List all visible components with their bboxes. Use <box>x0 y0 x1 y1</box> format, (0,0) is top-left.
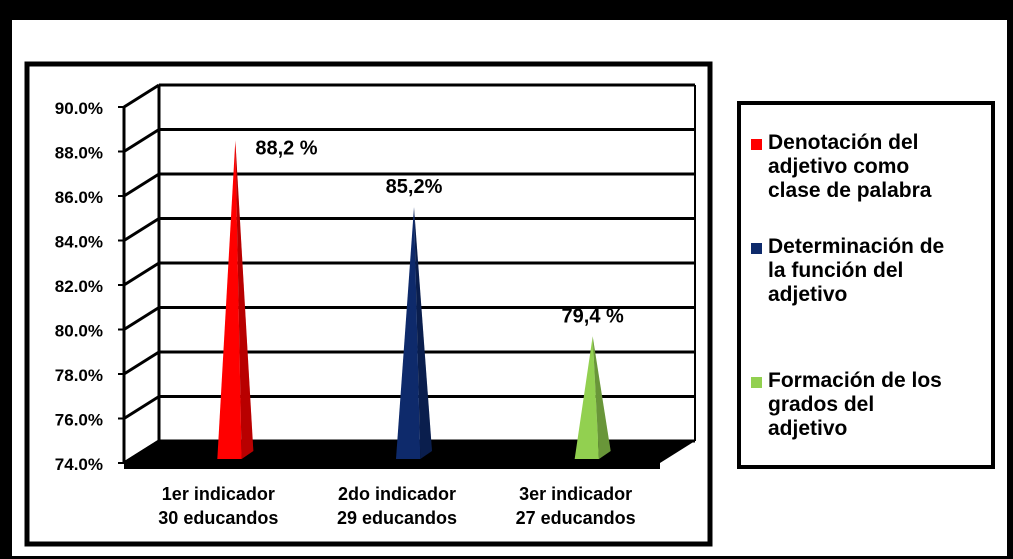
legend-swatch-red <box>751 139 762 150</box>
legend-item-denotacion: Denotación del adjetivo como clase de pa… <box>751 131 998 203</box>
x-tick-label: 29 educandos <box>337 508 457 528</box>
cone-bar-front <box>574 336 599 459</box>
legend: Denotación del adjetivo como clase de pa… <box>737 101 995 469</box>
legend-label: Denotación del adjetivo como clase de pa… <box>768 131 932 202</box>
cone-bar-side <box>592 336 611 459</box>
floor-front <box>124 463 660 469</box>
cone-bar-side <box>235 140 254 459</box>
data-label: 79,4 % <box>562 305 624 327</box>
side-gridline <box>123 83 160 109</box>
side-gridline <box>123 306 160 331</box>
cone-bar-front <box>396 207 421 459</box>
y-tick-label: 74.0% <box>55 455 103 474</box>
side-gridline <box>123 172 160 198</box>
cone-bar-shade <box>592 336 611 459</box>
x-tick-label: 30 educandos <box>158 508 278 528</box>
cone-bar-side <box>414 207 432 459</box>
cone-bar-shade <box>235 140 254 459</box>
side-gridline <box>123 217 160 242</box>
legend-item-formacion: Formación de los grados del adjetivo <box>751 369 998 441</box>
side-gridline <box>123 261 160 287</box>
y-tick-label: 86.0% <box>55 188 103 207</box>
legend-swatch-navy <box>751 243 762 254</box>
legend-label: Formación de los grados del adjetivo <box>768 369 942 440</box>
y-tick-label: 78.0% <box>55 366 103 385</box>
y-tick-label: 76.0% <box>55 411 103 430</box>
cone-bar-front <box>217 140 242 459</box>
y-tick-label: 80.0% <box>55 322 103 341</box>
data-label: 88,2 % <box>255 137 317 159</box>
y-tick-label: 84.0% <box>55 233 103 252</box>
cone-bar-shade <box>414 207 432 459</box>
x-tick-label: 1er indicador <box>162 484 275 504</box>
legend-label: Determinación de la función del adjetivo <box>768 235 945 306</box>
side-gridline <box>123 350 160 376</box>
legend-swatch-green <box>751 377 762 388</box>
side-gridline <box>123 395 160 420</box>
plot-border <box>24 61 713 547</box>
x-tick-label: 27 educandos <box>516 508 636 528</box>
y-tick-label: 90.0% <box>55 99 103 118</box>
x-tick-label: 3er indicador <box>519 484 632 504</box>
side-gridline <box>123 128 160 153</box>
legend-item-determinacion: Determinación de la función del adjetivo <box>751 235 998 307</box>
x-tick-label: 2do indicador <box>338 484 456 504</box>
y-tick-label: 82.0% <box>55 277 103 296</box>
data-label: 85,2% <box>386 176 443 198</box>
y-tick-label: 88.0% <box>55 144 103 163</box>
